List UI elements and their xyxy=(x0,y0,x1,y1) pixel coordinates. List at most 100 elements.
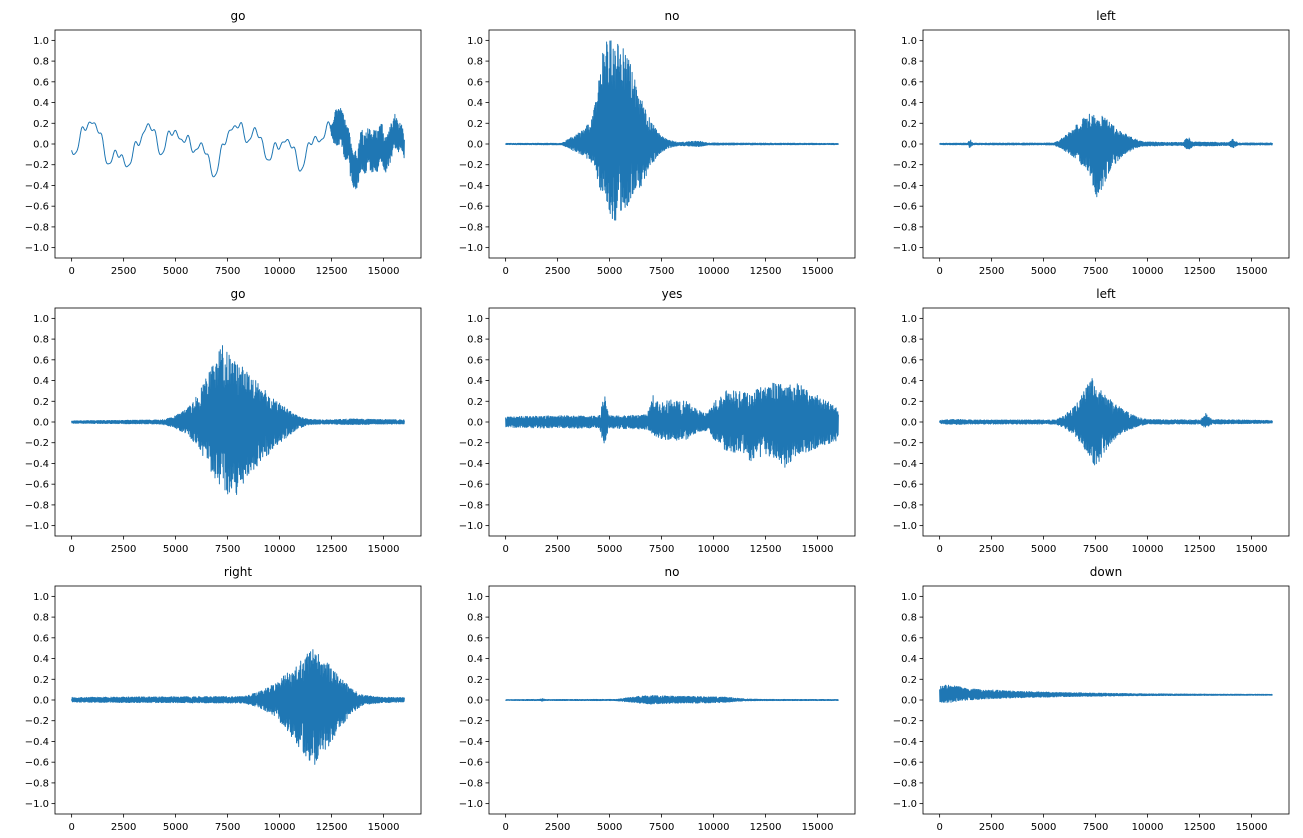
svg-text:5000: 5000 xyxy=(163,822,188,833)
waveform-chart: yes 0 2500 5000 7500 10000 12500 15000 1.0 0.8 0.… xyxy=(459,287,856,555)
svg-text:0.2: 0.2 xyxy=(901,675,917,686)
svg-text:10000: 10000 xyxy=(1132,544,1164,555)
svg-text:12500: 12500 xyxy=(1184,544,1216,555)
svg-text:0.4: 0.4 xyxy=(901,98,917,109)
svg-text:10000: 10000 xyxy=(264,266,296,277)
svg-text:−0.2: −0.2 xyxy=(893,160,917,171)
svg-text:−0.8: −0.8 xyxy=(893,778,917,789)
svg-text:0.2: 0.2 xyxy=(467,675,483,686)
svg-text:0.8: 0.8 xyxy=(467,335,483,346)
svg-text:0.6: 0.6 xyxy=(467,633,483,644)
svg-text:0.4: 0.4 xyxy=(901,376,917,387)
subplot-title: left xyxy=(1096,287,1116,301)
svg-text:5000: 5000 xyxy=(1031,266,1056,277)
svg-text:0.2: 0.2 xyxy=(33,397,49,408)
waveform-chart: no 0 2500 5000 7500 10000 12500 15000 1.0 0.8 0.6… xyxy=(459,9,856,277)
svg-text:−0.2: −0.2 xyxy=(25,716,49,727)
svg-text:7500: 7500 xyxy=(649,544,674,555)
subplot-1: no 0 2500 5000 7500 10000 12500 15000 1.0 0.8 0.6… xyxy=(434,0,868,278)
svg-text:0.6: 0.6 xyxy=(33,355,49,366)
svg-text:1.0: 1.0 xyxy=(901,592,917,603)
svg-text:−0.2: −0.2 xyxy=(459,716,483,727)
svg-text:0.4: 0.4 xyxy=(33,376,49,387)
svg-text:0.6: 0.6 xyxy=(901,355,917,366)
svg-text:−0.2: −0.2 xyxy=(893,438,917,449)
svg-text:0.6: 0.6 xyxy=(901,77,917,88)
svg-text:5000: 5000 xyxy=(597,544,622,555)
svg-text:−0.4: −0.4 xyxy=(459,459,483,470)
svg-text:0: 0 xyxy=(936,544,942,555)
waveform-chart: go 0 2500 5000 7500 10000 12500 15000 1.0 0.8 0.6… xyxy=(25,287,422,555)
subplot-title: right xyxy=(224,565,252,579)
subplot-5: left 0 2500 5000 7500 10000 12500 15000 1.0 0.8 0… xyxy=(868,278,1302,556)
svg-text:5000: 5000 xyxy=(1031,822,1056,833)
svg-text:2500: 2500 xyxy=(111,544,136,555)
svg-text:10000: 10000 xyxy=(1132,822,1164,833)
svg-text:0.0: 0.0 xyxy=(33,418,49,429)
svg-text:7500: 7500 xyxy=(215,822,240,833)
svg-text:−0.4: −0.4 xyxy=(893,459,917,470)
subplot-title: yes xyxy=(662,287,683,301)
svg-text:5000: 5000 xyxy=(163,544,188,555)
svg-text:2500: 2500 xyxy=(545,544,570,555)
svg-text:1.0: 1.0 xyxy=(467,314,483,325)
svg-text:2500: 2500 xyxy=(979,266,1004,277)
svg-text:12500: 12500 xyxy=(316,266,348,277)
svg-text:−0.8: −0.8 xyxy=(893,222,917,233)
svg-text:10000: 10000 xyxy=(1132,266,1164,277)
svg-text:−0.4: −0.4 xyxy=(459,181,483,192)
subplot-3: go 0 2500 5000 7500 10000 12500 15000 1.0 0.8 0.6… xyxy=(0,278,434,556)
svg-text:−0.4: −0.4 xyxy=(25,737,49,748)
svg-text:15000: 15000 xyxy=(1236,544,1268,555)
svg-text:15000: 15000 xyxy=(368,544,400,555)
svg-text:0.0: 0.0 xyxy=(901,140,917,151)
waveform-chart: down 0 2500 5000 7500 10000 12500 15000 1.0 0.8 0… xyxy=(893,565,1290,833)
svg-text:0: 0 xyxy=(68,544,74,555)
svg-text:0.4: 0.4 xyxy=(33,654,49,665)
svg-text:1.0: 1.0 xyxy=(33,314,49,325)
svg-text:2500: 2500 xyxy=(545,266,570,277)
svg-text:12500: 12500 xyxy=(316,822,348,833)
subplot-8: down 0 2500 5000 7500 10000 12500 15000 1.0 0.8 0… xyxy=(868,556,1302,834)
waveform-chart: left 0 2500 5000 7500 10000 12500 15000 1.0 0.8 0… xyxy=(893,287,1290,555)
svg-text:−1.0: −1.0 xyxy=(459,799,483,810)
svg-text:0.6: 0.6 xyxy=(467,77,483,88)
svg-text:0.0: 0.0 xyxy=(901,696,917,707)
svg-text:0.4: 0.4 xyxy=(33,98,49,109)
subplot-title: no xyxy=(665,565,680,579)
subplot-0: go 0 2500 5000 7500 10000 12500 15000 1.0 0.8 0.6… xyxy=(0,0,434,278)
svg-text:0: 0 xyxy=(502,266,508,277)
subplot-title: no xyxy=(665,9,680,23)
svg-text:2500: 2500 xyxy=(111,822,136,833)
svg-text:−0.2: −0.2 xyxy=(459,438,483,449)
svg-text:2500: 2500 xyxy=(979,822,1004,833)
svg-text:−0.4: −0.4 xyxy=(25,459,49,470)
subplot-title: go xyxy=(231,287,246,301)
svg-text:5000: 5000 xyxy=(1031,544,1056,555)
svg-text:−0.8: −0.8 xyxy=(459,778,483,789)
svg-text:15000: 15000 xyxy=(1236,822,1268,833)
svg-text:5000: 5000 xyxy=(163,266,188,277)
svg-text:1.0: 1.0 xyxy=(33,36,49,47)
svg-text:7500: 7500 xyxy=(1083,544,1108,555)
svg-text:−0.6: −0.6 xyxy=(459,202,483,213)
svg-text:0.8: 0.8 xyxy=(33,613,49,624)
svg-text:0.2: 0.2 xyxy=(33,675,49,686)
waveform-chart: no 0 2500 5000 7500 10000 12500 15000 1.0 0.8 0.6… xyxy=(459,565,856,833)
svg-text:0: 0 xyxy=(502,544,508,555)
waveform-chart: left 0 2500 5000 7500 10000 12500 15000 1.0 0.8 0… xyxy=(893,9,1290,277)
svg-text:10000: 10000 xyxy=(698,822,730,833)
svg-text:10000: 10000 xyxy=(264,544,296,555)
svg-text:0.2: 0.2 xyxy=(33,119,49,130)
svg-text:0.4: 0.4 xyxy=(467,654,483,665)
svg-text:15000: 15000 xyxy=(802,266,834,277)
svg-text:−0.6: −0.6 xyxy=(893,480,917,491)
svg-text:7500: 7500 xyxy=(649,266,674,277)
svg-text:0.0: 0.0 xyxy=(901,418,917,429)
subplot-6: right 0 2500 5000 7500 10000 12500 15000 1.0 0.8… xyxy=(0,556,434,834)
svg-text:7500: 7500 xyxy=(649,822,674,833)
subplot-title: go xyxy=(231,9,246,23)
svg-text:0.8: 0.8 xyxy=(901,335,917,346)
svg-text:0.4: 0.4 xyxy=(467,98,483,109)
svg-text:0.8: 0.8 xyxy=(901,57,917,68)
